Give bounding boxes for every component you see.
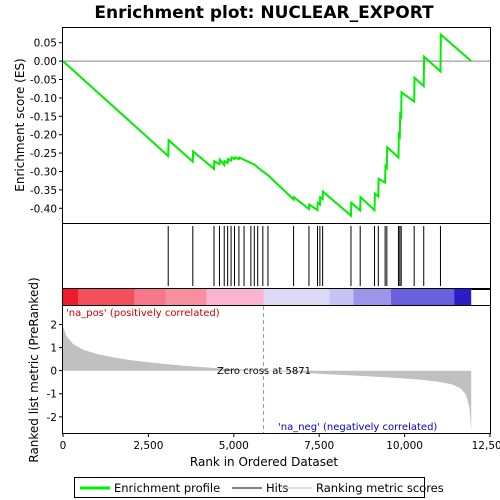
- hit-lines: [167, 226, 441, 286]
- es-y-tick-label: -0.30: [30, 166, 57, 178]
- es-y-tick-label: -0.15: [30, 111, 57, 123]
- heat-bar-segment: [390, 289, 455, 305]
- legend: Enrichment profile Hits Ranking metric s…: [74, 477, 444, 498]
- positive-correlation-label: 'na_pos' (positively correlated): [66, 308, 220, 319]
- es-y-tick-label: -0.25: [30, 148, 57, 160]
- heat-bar-segment: [329, 289, 354, 305]
- heat-bar-segment: [353, 289, 391, 305]
- legend-profile-label: Enrichment profile: [114, 481, 220, 495]
- x-tick-label: 7,500: [304, 440, 334, 452]
- es-y-axis-label: Enrichment score (ES): [13, 58, 27, 191]
- rank-y-tick-label: 1: [50, 343, 57, 355]
- es-y-tick-label: 0.05: [34, 38, 57, 50]
- rank-y-tick-label: 2: [50, 319, 57, 331]
- negative-correlation-label: 'na_neg' (negatively correlated): [278, 422, 437, 433]
- zero-cross-label: Zero cross at 5871: [217, 366, 311, 377]
- legend-hits-label: Hits: [266, 481, 288, 495]
- heat-bar-segment: [263, 289, 330, 305]
- es-y-tick-label: -0.35: [30, 185, 57, 197]
- rank-y-tick-label: -1: [47, 389, 57, 401]
- rank-heat-bar: [63, 289, 472, 305]
- x-tick-label: 0: [60, 440, 67, 452]
- es-y-tick-label: -0.40: [30, 203, 57, 215]
- es-plot-frame: [62, 27, 491, 224]
- heat-bar-segment: [63, 289, 79, 305]
- rank-y-tick-label: 0: [50, 366, 57, 378]
- ranked-metric-panel: 2 1 0 -1 -2 'na_pos' (positively correlated)…: [47, 305, 491, 434]
- heat-bar-segment: [206, 289, 264, 305]
- rank-y-tick-label: -2: [47, 412, 57, 424]
- enrichment-profile-line: [62, 32, 472, 218]
- rank-y-axis-label: Ranked list metric (PreRanked): [27, 277, 41, 462]
- x-tick-label: 12,500: [472, 440, 500, 452]
- x-tick-label: 5,000: [219, 440, 249, 452]
- es-y-tick-label: 0.00: [34, 56, 57, 68]
- legend-metric-label: Ranking metric scores: [316, 481, 444, 495]
- chart-title: Enrichment plot: NUCLEAR_EXPORT: [94, 3, 434, 23]
- hits-frame: [62, 223, 491, 290]
- enrichment-score-panel: 0.05 0.00 -0.05 -0.10 -0.15 -0.20 -0.25 -0.30 -0…: [30, 27, 491, 224]
- heat-bar-segment: [165, 289, 207, 305]
- ranking-metric-area: [63, 326, 472, 431]
- rank-plot-frame: [62, 305, 491, 434]
- es-y-axis: 0.05 0.00 -0.05 -0.10 -0.15 -0.20 -0.25 -0.30 -0…: [30, 38, 63, 215]
- x-tick-label: 2,500: [133, 440, 163, 452]
- es-y-tick-label: -0.10: [30, 93, 57, 105]
- x-tick-label: 10,000: [386, 440, 423, 452]
- es-y-tick-label: -0.05: [30, 75, 57, 87]
- hits-panel: [62, 223, 491, 306]
- heat-bar-segment: [454, 289, 472, 305]
- es-y-tick-label: -0.20: [30, 130, 57, 142]
- heat-bar-segment: [134, 289, 166, 305]
- x-axis: 0 2,500 5,000 7,500 10,000 12,500: [60, 433, 500, 452]
- rank-y-axis: 2 1 0 -1 -2: [47, 319, 63, 424]
- x-axis-label: Rank in Ordered Dataset: [190, 455, 338, 469]
- heat-bar-segment: [78, 289, 135, 305]
